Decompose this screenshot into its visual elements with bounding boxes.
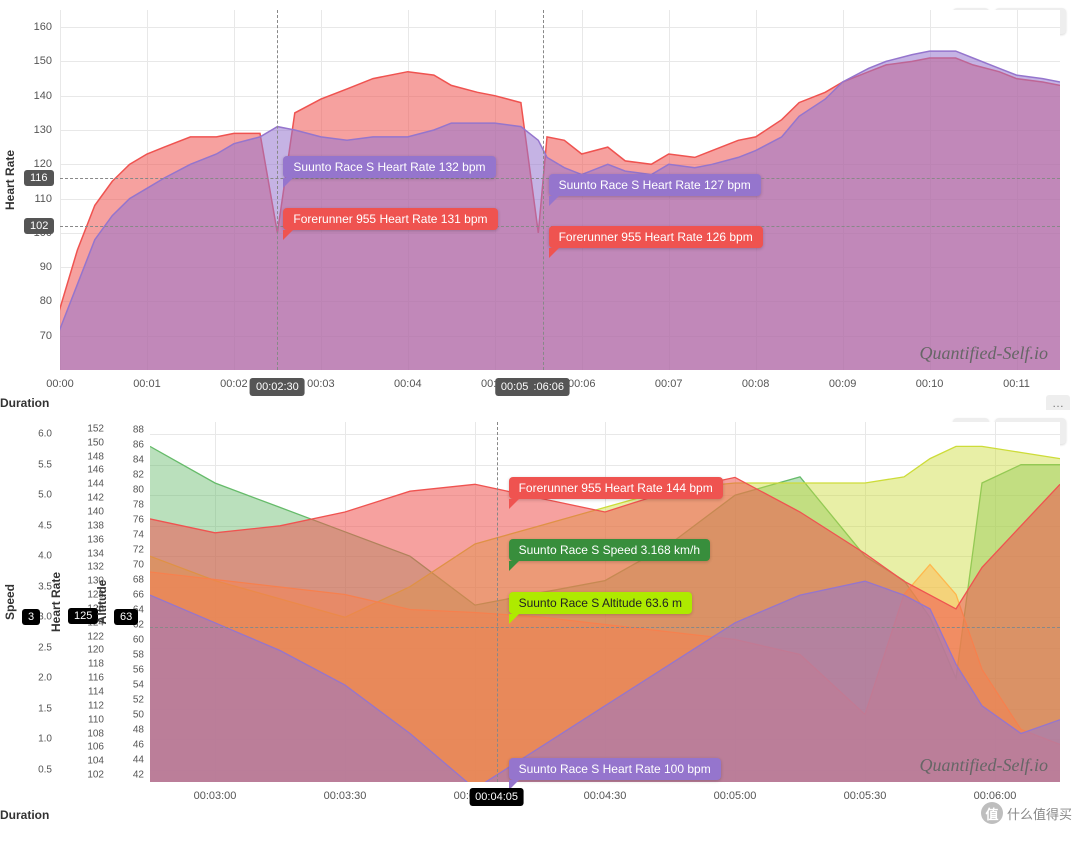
chart-tooltip: Suunto Race S Altitude 63.6 m [509, 592, 692, 614]
chart-top-panel: Zooming Heart Rate 708090100110120130140… [0, 0, 1080, 410]
smzdm-watermark: 值 什么值得买 [981, 802, 1072, 824]
chart-tooltip: Forerunner 955 Heart Rate 144 bpm [509, 477, 723, 499]
chart-tooltip: Suunto Race S Speed 3.168 km/h [509, 539, 710, 561]
axis-y-badge: 63 [114, 609, 138, 625]
chart-tooltip: Forerunner 955 Heart Rate 131 bpm [283, 208, 497, 230]
chart-bottom-panel: Zooming Speed0.51.01.52.02.53.03.54.04.5… [0, 410, 1080, 830]
axis-y-title: Speed [3, 584, 17, 620]
axis-y-badge: 3 [22, 609, 40, 625]
axis-y-multi: Speed0.51.01.52.02.53.03.54.04.55.05.56.… [0, 422, 150, 782]
axis-x-ticks: 00:03:0000:03:3000:04:0000:04:3000:05:00… [150, 786, 1060, 806]
chart-top-plot[interactable]: Quantified-Self.io Suunto Race S Heart R… [60, 10, 1060, 370]
watermark-text: Quantified-Self.io [920, 343, 1048, 364]
axis-x-badge: 00:04:05 [469, 788, 524, 806]
axis-y-badge: 116 [24, 170, 54, 186]
chart-bottom-plot[interactable]: Quantified-Self.io Forerunner 955 Heart … [150, 422, 1060, 782]
watermark-text: Quantified-Self.io [920, 755, 1048, 776]
axis-x-badge: 00:02:30 [250, 378, 305, 396]
axis-x-title-duration: Duration [0, 396, 1080, 410]
chart-tooltip: Suunto Race S Heart Rate 132 bpm [283, 156, 495, 178]
axis-y-title: Heart Rate [49, 572, 63, 632]
chart-tooltip: Forerunner 955 Heart Rate 126 bpm [549, 226, 763, 248]
chart-tooltip: Suunto Race S Heart Rate 100 bpm [509, 758, 721, 780]
axis-x-ticks: 00:0000:0100:0200:0300:0400:0500:0600:07… [60, 374, 1060, 394]
axis-y-badge: 125 [68, 608, 98, 624]
axis-y-title: Altitude [95, 580, 109, 625]
axis-x-title-duration: Duration [0, 808, 1080, 822]
chart-tooltip: Suunto Race S Heart Rate 127 bpm [549, 174, 761, 196]
axis-y-ticks: 708090100110120130140150160 [0, 10, 56, 370]
axis-y-badge: 102 [24, 218, 54, 234]
